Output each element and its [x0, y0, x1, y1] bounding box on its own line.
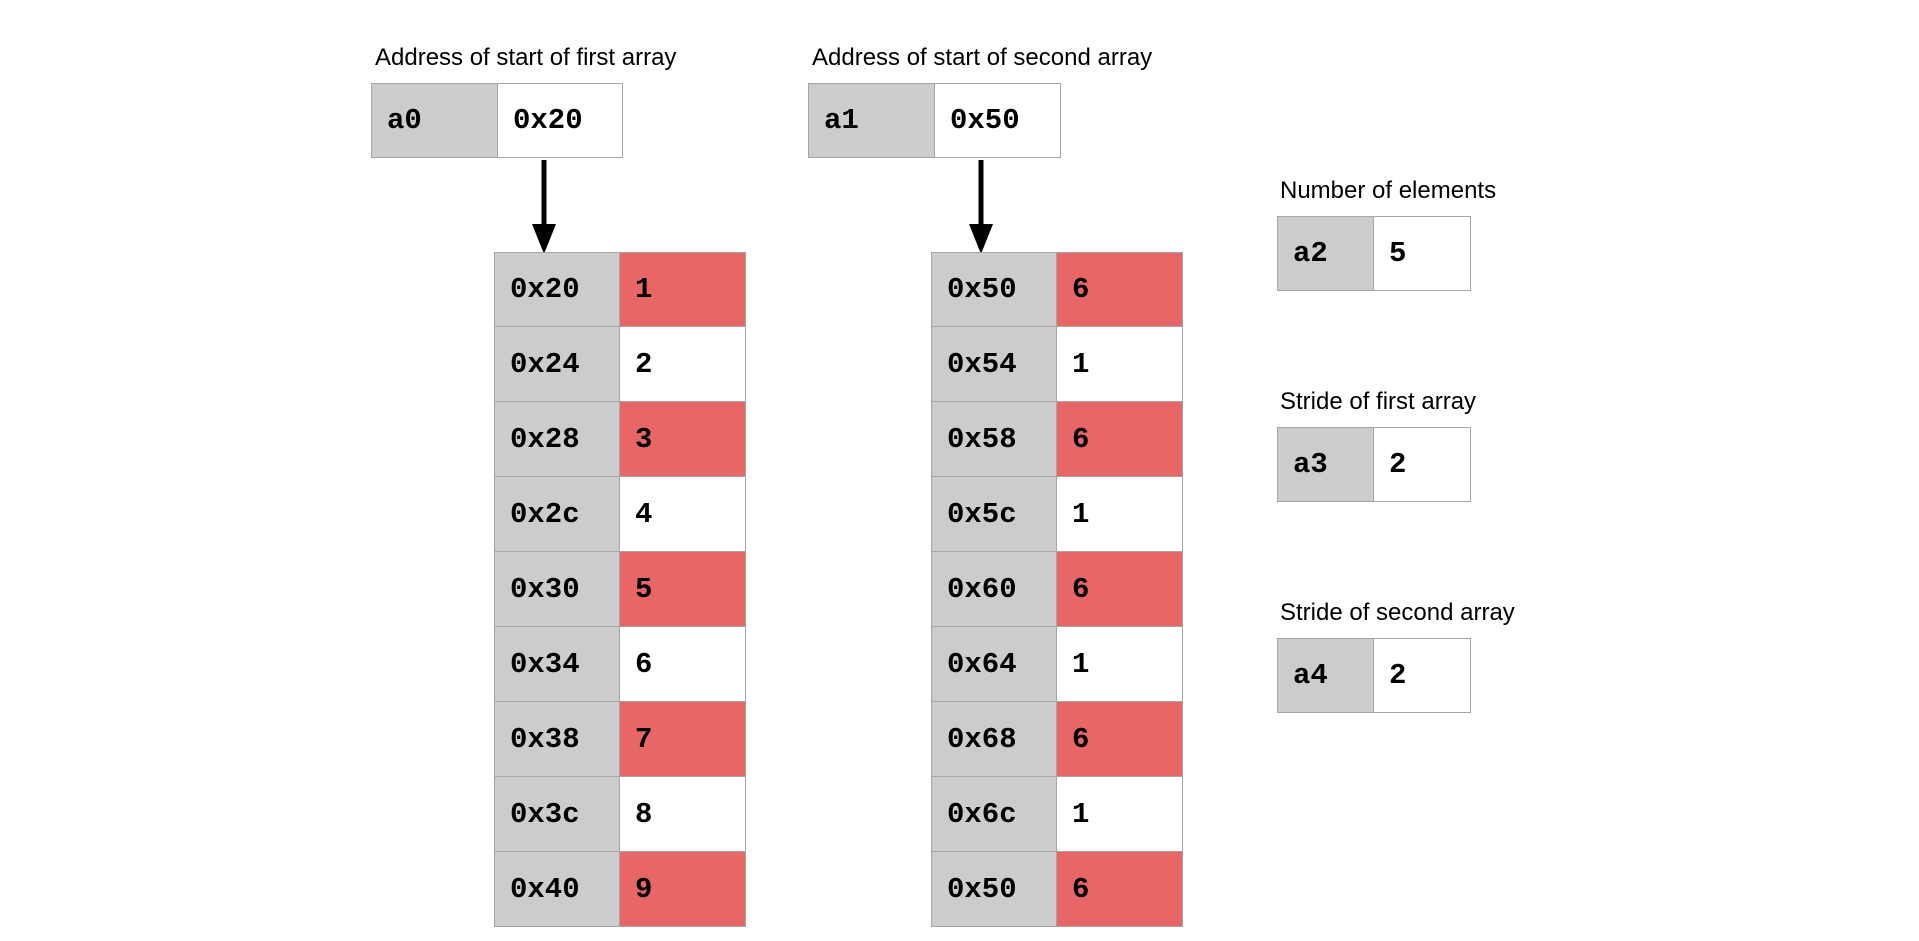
- memory-address: 0x6c: [931, 777, 1057, 852]
- memory-address: 0x24: [494, 327, 620, 402]
- memory-value-highlighted: 9: [620, 852, 746, 927]
- memory-value: 1: [1057, 777, 1183, 852]
- memory-value-highlighted: 1: [620, 252, 746, 327]
- memory-row: 0x28 3: [494, 402, 746, 477]
- memory-value-highlighted: 5: [620, 552, 746, 627]
- memory-address: 0x50: [931, 252, 1057, 327]
- memory-row: 0x3c 8: [494, 777, 746, 852]
- memory-row: 0x68 6: [931, 702, 1183, 777]
- memory-row: 0x64 1: [931, 627, 1183, 702]
- register-value: 5: [1374, 216, 1471, 291]
- register-value: 2: [1374, 638, 1471, 713]
- memory-row: 0x6c 1: [931, 777, 1183, 852]
- register-name: a0: [371, 83, 498, 158]
- memory-row: 0x34 6: [494, 627, 746, 702]
- first-array-label: Address of start of first array: [375, 44, 677, 71]
- memory-address: 0x68: [931, 702, 1057, 777]
- register-name: a1: [808, 83, 935, 158]
- register-name: a3: [1277, 427, 1374, 502]
- memory-address: 0x58: [931, 402, 1057, 477]
- register-a0: a0 0x20: [371, 83, 623, 158]
- memory-address: 0x54: [931, 327, 1057, 402]
- memory-address: 0x2c: [494, 477, 620, 552]
- memory-value: 1: [1057, 477, 1183, 552]
- memory-address: 0x30: [494, 552, 620, 627]
- register-a2: a2 5: [1277, 216, 1471, 291]
- memory-row: 0x54 1: [931, 327, 1183, 402]
- memory-value-highlighted: 6: [1057, 402, 1183, 477]
- second-array-memory: 0x50 6 0x54 1 0x58 6 0x5c 1 0x60 6 0x64 1 0x68 6 0x6c 1…: [931, 252, 1183, 927]
- pointer-arrow-first: [532, 160, 556, 254]
- param-label-count: Number of elements: [1280, 177, 1497, 204]
- pointer-arrow-second: [969, 160, 993, 254]
- memory-address: 0x64: [931, 627, 1057, 702]
- memory-row: 0x20 1: [494, 252, 746, 327]
- register-a4: a4 2: [1277, 638, 1471, 713]
- memory-value: 8: [620, 777, 746, 852]
- memory-row: 0x24 2: [494, 327, 746, 402]
- memory-value: 1: [1057, 627, 1183, 702]
- register-value: 2: [1374, 427, 1471, 502]
- memory-row: 0x5c 1: [931, 477, 1183, 552]
- memory-row: 0x38 7: [494, 702, 746, 777]
- second-array-label: Address of start of second array: [812, 44, 1153, 71]
- memory-address: 0x40: [494, 852, 620, 927]
- memory-address: 0x50: [931, 852, 1057, 927]
- memory-row: 0x40 9: [494, 852, 746, 927]
- memory-value: 1: [1057, 327, 1183, 402]
- memory-address: 0x28: [494, 402, 620, 477]
- register-a1: a1 0x50: [808, 83, 1061, 158]
- memory-value: 6: [620, 627, 746, 702]
- memory-value: 2: [620, 327, 746, 402]
- register-value: 0x50: [935, 83, 1061, 158]
- memory-value: 4: [620, 477, 746, 552]
- param-label-stride-first: Stride of first array: [1280, 388, 1477, 415]
- memory-row: 0x50 6: [931, 252, 1183, 327]
- memory-row: 0x50 6: [931, 852, 1183, 927]
- memory-value-highlighted: 6: [1057, 852, 1183, 927]
- register-name: a2: [1277, 216, 1374, 291]
- memory-address: 0x5c: [931, 477, 1057, 552]
- memory-row: 0x2c 4: [494, 477, 746, 552]
- memory-value-highlighted: 3: [620, 402, 746, 477]
- first-array-memory: 0x20 1 0x24 2 0x28 3 0x2c 4 0x30 5 0x34 6 0x38 7 0x3c 8…: [494, 252, 746, 927]
- memory-value-highlighted: 7: [620, 702, 746, 777]
- memory-address: 0x38: [494, 702, 620, 777]
- memory-row: 0x58 6: [931, 402, 1183, 477]
- param-label-stride-second: Stride of second array: [1280, 599, 1515, 626]
- memory-address: 0x3c: [494, 777, 620, 852]
- register-name: a4: [1277, 638, 1374, 713]
- memory-address: 0x20: [494, 252, 620, 327]
- memory-value-highlighted: 6: [1057, 702, 1183, 777]
- memory-row: 0x60 6: [931, 552, 1183, 627]
- memory-row: 0x30 5: [494, 552, 746, 627]
- register-value: 0x20: [498, 83, 623, 158]
- memory-address: 0x34: [494, 627, 620, 702]
- memory-address: 0x60: [931, 552, 1057, 627]
- memory-value-highlighted: 6: [1057, 552, 1183, 627]
- register-a3: a3 2: [1277, 427, 1471, 502]
- memory-value-highlighted: 6: [1057, 252, 1183, 327]
